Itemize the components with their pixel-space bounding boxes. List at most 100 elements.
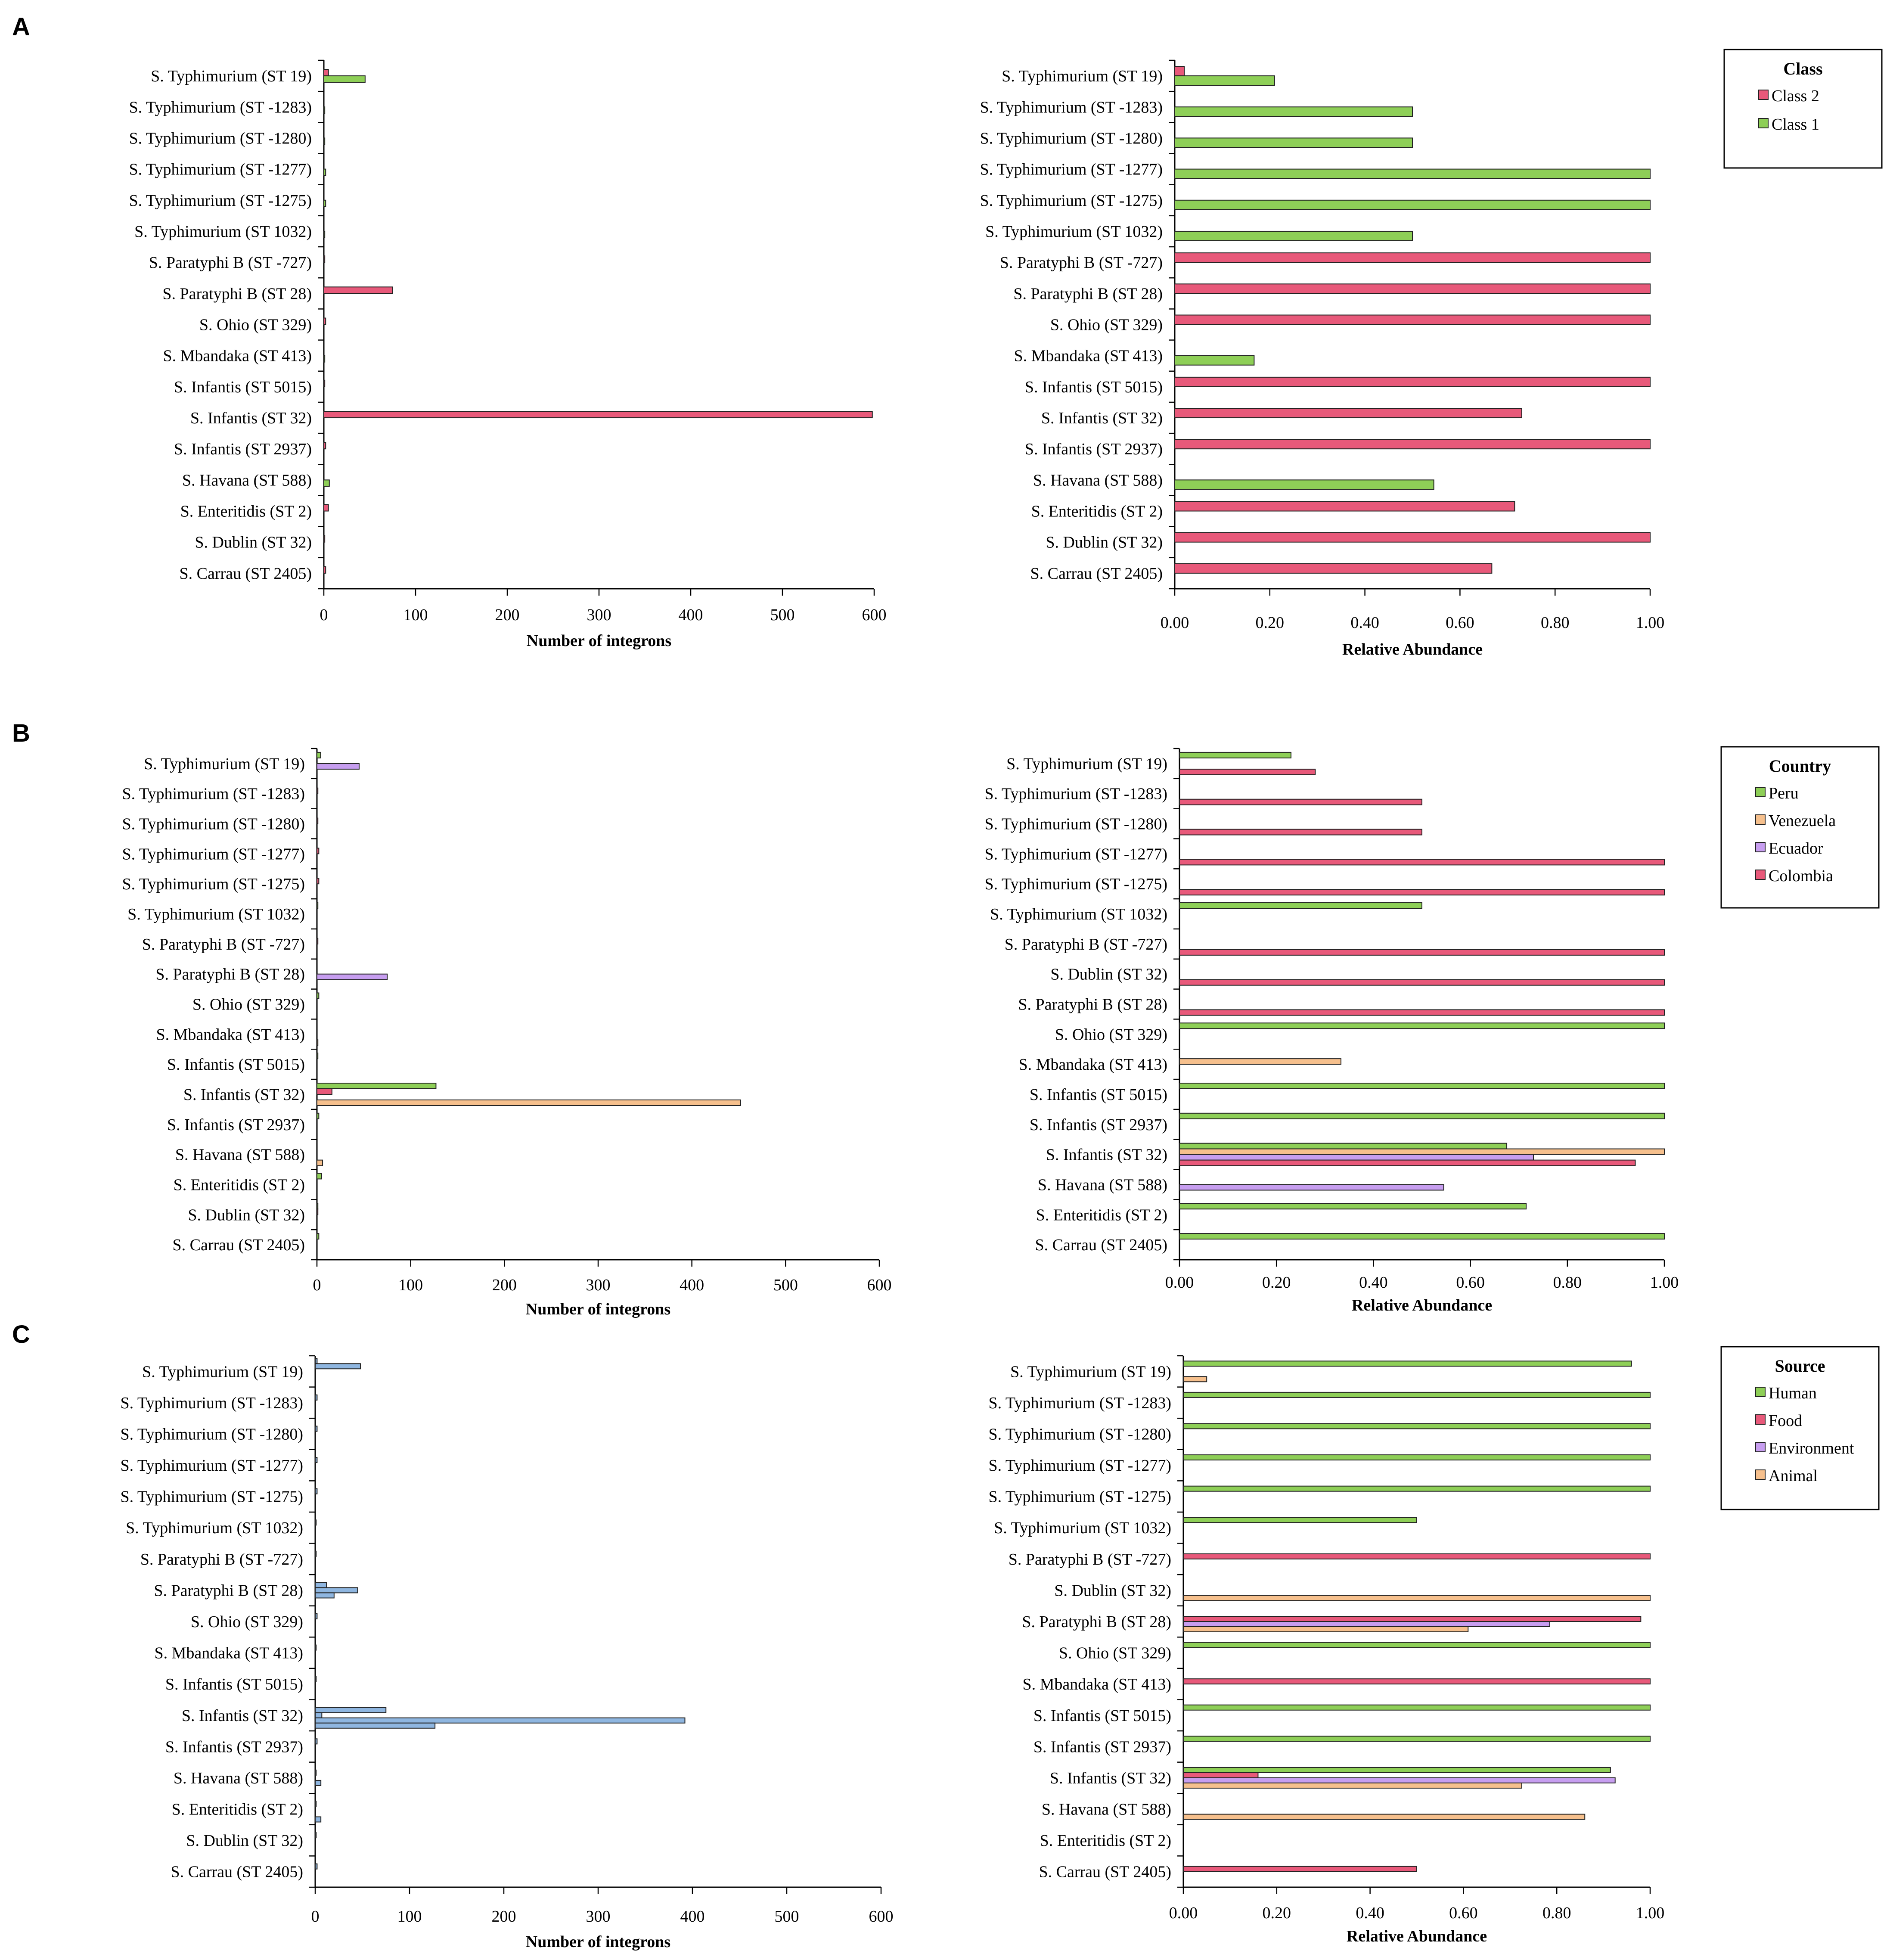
- bar: [317, 752, 321, 758]
- bar: [1179, 1154, 1534, 1161]
- panel-b-left-chart: S. Typhimurium (ST 19) S. Typhimurium (ST…: [122, 748, 892, 1318]
- bar: [1179, 1233, 1665, 1240]
- bar: [317, 848, 320, 854]
- legend-class: Class Class 2 Class 1: [1723, 49, 1883, 169]
- x-tick-label: 400: [680, 1276, 704, 1294]
- bar: [1183, 1485, 1651, 1492]
- bar: [317, 938, 319, 944]
- x-tick-label: 300: [586, 1276, 611, 1294]
- category-label: S. Infantis (ST 2937): [167, 1116, 305, 1134]
- bar: [323, 355, 326, 363]
- category-label: S. Typhimurium (ST -1275): [122, 875, 305, 893]
- category-label: S. Paratyphi B (ST -727): [1009, 1550, 1171, 1569]
- bar: [323, 75, 366, 83]
- category-label: S. Typhimurium (ST 1032): [985, 223, 1163, 241]
- x-tick-label: 200: [492, 1276, 517, 1294]
- category-label: S. Typhimurium (ST -1277): [120, 1457, 303, 1475]
- bar: [315, 1488, 318, 1494]
- bar: [1179, 768, 1316, 775]
- bar: [1174, 355, 1255, 366]
- category-label: S. Typhimurium (ST -1275): [980, 192, 1163, 210]
- category-label: S. Infantis (ST 5015): [1033, 1707, 1171, 1725]
- x-tick-label: 0.60: [1446, 614, 1474, 632]
- bar: [317, 1203, 319, 1210]
- category-label: S. Typhimurium (ST 19): [1006, 755, 1167, 773]
- category-label: S. Typhimurium (ST -1280): [129, 129, 312, 147]
- bar: [315, 1592, 335, 1599]
- bar: [1174, 252, 1651, 263]
- category-label: S. Infantis (ST 2937): [1033, 1738, 1171, 1756]
- x-tick-label: 0.40: [1359, 1274, 1388, 1292]
- category-label: S. Mbandaka (ST 413): [1019, 1056, 1168, 1074]
- bar: [1179, 1058, 1341, 1065]
- category-label: S. Dublin (ST 32): [188, 1206, 305, 1224]
- bar: [315, 1769, 317, 1776]
- category-label: S. Paratyphi B (ST 28): [155, 966, 305, 984]
- x-tick-label: 0.00: [1169, 1904, 1198, 1922]
- legend-label: Class 2: [1772, 87, 1819, 105]
- legend-swatch: [1758, 90, 1769, 100]
- category-label: S. Havana (ST 588): [1033, 471, 1163, 489]
- x-tick-label: 100: [403, 606, 428, 624]
- bar: [323, 168, 326, 176]
- bar: [1174, 479, 1434, 490]
- category-label: S. Typhimurium (ST 19): [1010, 1363, 1171, 1381]
- category-label: S. Infantis (ST 5015): [165, 1675, 303, 1693]
- bar: [1183, 1866, 1417, 1872]
- bar: [317, 902, 319, 909]
- category-label: S. Paratyphi B (ST 28): [162, 285, 312, 303]
- category-label: S. Carrau (ST 2405): [173, 1236, 305, 1254]
- legend-box: [1720, 746, 1880, 909]
- bar: [1179, 1184, 1444, 1191]
- bar: [315, 1832, 317, 1839]
- bar: [1179, 889, 1665, 896]
- x-tick-label: 1.00: [1636, 614, 1665, 632]
- bar: [315, 1457, 318, 1463]
- x-tick-label: 0.60: [1449, 1904, 1478, 1922]
- bar: [315, 1519, 317, 1526]
- bar: [315, 1582, 327, 1588]
- bar: [1183, 1772, 1259, 1778]
- bar: [323, 504, 329, 512]
- bar: [1179, 1022, 1665, 1029]
- x-tick-label: 0.40: [1350, 614, 1379, 632]
- bar: [1183, 1621, 1550, 1627]
- category-label: S. Infantis (ST 2937): [165, 1738, 303, 1756]
- category-label: S. Typhimurium (ST -1275): [984, 875, 1167, 893]
- x-tick-label: 0: [311, 1907, 320, 1926]
- bar: [317, 787, 319, 794]
- bar: [315, 1550, 317, 1557]
- bar: [1183, 1704, 1651, 1711]
- category-label: S. Typhimurium (ST -1280): [120, 1425, 303, 1443]
- category-label: S. Paratyphi B (ST 28): [1013, 285, 1163, 303]
- category-label: S. Havana (ST 588): [175, 1146, 305, 1164]
- category-label: S. Typhimurium (ST 1032): [990, 905, 1167, 923]
- bar: [315, 1644, 317, 1651]
- bar: [1183, 1454, 1651, 1461]
- panel-a-right-chart: S. Typhimurium (ST 19) S. Typhimurium (ST…: [980, 59, 1665, 659]
- x-tick-label: 1.00: [1650, 1274, 1679, 1292]
- bar: [323, 566, 326, 574]
- category-label: S. Havana (ST 588): [174, 1769, 303, 1787]
- bar: [323, 230, 326, 238]
- category-label: S. Ohio (ST 329): [1059, 1644, 1171, 1662]
- panel-letter-b: B: [12, 719, 30, 747]
- category-label: S. Typhimurium (ST 1032): [134, 223, 312, 241]
- category-label: S. Carrau (ST 2405): [1039, 1863, 1172, 1881]
- bar: [323, 379, 326, 387]
- bar: [315, 1676, 317, 1682]
- panel-letter-a: A: [12, 13, 30, 41]
- bar: [1183, 1376, 1207, 1382]
- x-tick-label: 600: [869, 1907, 894, 1926]
- category-label: S. Enteritidis (ST 2): [1031, 503, 1163, 521]
- bar: [315, 1426, 318, 1432]
- category-label: S. Infantis (ST 32): [190, 409, 312, 427]
- bar: [1174, 137, 1413, 148]
- bar: [1179, 829, 1422, 836]
- bar: [317, 1112, 320, 1119]
- legend-label: Environment: [1769, 1439, 1854, 1457]
- category-label: S. Mbandaka (ST 413): [155, 1644, 304, 1662]
- category-label: S. Paratyphi B (ST -727): [140, 1550, 303, 1569]
- bar: [317, 1159, 323, 1166]
